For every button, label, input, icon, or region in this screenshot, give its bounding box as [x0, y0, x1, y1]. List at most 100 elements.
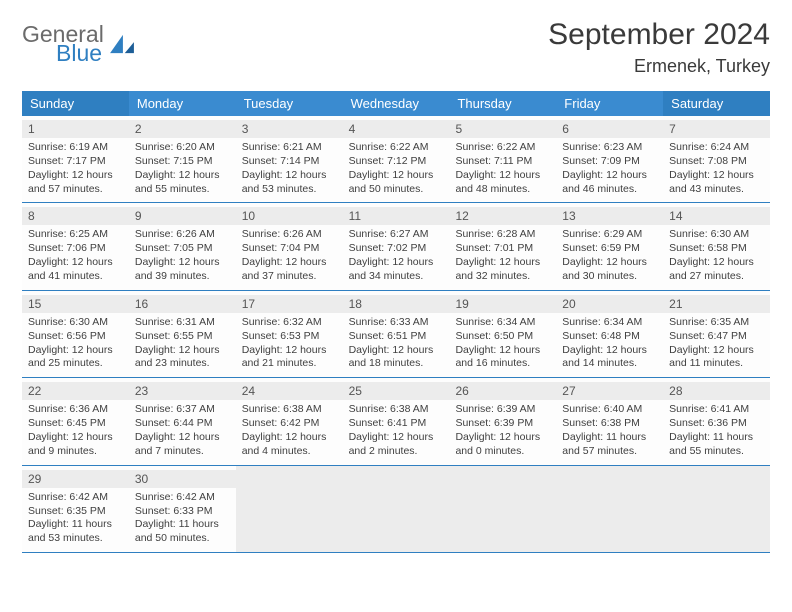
day-number: 28	[663, 382, 770, 400]
daylight-text: Daylight: 12 hours	[135, 256, 230, 270]
daylight-text: and 0 minutes.	[455, 445, 550, 459]
daylight-text: and 7 minutes.	[135, 445, 230, 459]
daylight-text: and 55 minutes.	[669, 445, 764, 459]
daylight-text: Daylight: 12 hours	[562, 169, 657, 183]
calendar-day: 12Sunrise: 6:28 AMSunset: 7:01 PMDayligh…	[449, 203, 556, 289]
sunrise-text: Sunrise: 6:27 AM	[349, 228, 444, 242]
sunset-text: Sunset: 6:41 PM	[349, 417, 444, 431]
sunset-text: Sunset: 6:45 PM	[28, 417, 123, 431]
daylight-text: Daylight: 12 hours	[135, 169, 230, 183]
sunset-text: Sunset: 6:51 PM	[349, 330, 444, 344]
calendar-day: 8Sunrise: 6:25 AMSunset: 7:06 PMDaylight…	[22, 203, 129, 289]
daylight-text: Daylight: 12 hours	[28, 344, 123, 358]
sunrise-text: Sunrise: 6:37 AM	[135, 403, 230, 417]
calendar-grid: SundayMondayTuesdayWednesdayThursdayFrid…	[22, 91, 770, 553]
day-number: 15	[22, 295, 129, 313]
day-number: 29	[22, 470, 129, 488]
daylight-text: Daylight: 12 hours	[28, 256, 123, 270]
sunrise-text: Sunrise: 6:29 AM	[562, 228, 657, 242]
weekday-header: Sunday	[22, 91, 129, 116]
sunrise-text: Sunrise: 6:26 AM	[242, 228, 337, 242]
sunset-text: Sunset: 6:55 PM	[135, 330, 230, 344]
sunrise-text: Sunrise: 6:34 AM	[562, 316, 657, 330]
calendar-day: 10Sunrise: 6:26 AMSunset: 7:04 PMDayligh…	[236, 203, 343, 289]
sunset-text: Sunset: 6:35 PM	[28, 505, 123, 519]
sunset-text: Sunset: 7:11 PM	[455, 155, 550, 169]
calendar-day: 13 Sunrise: 6:29 AMSunset: 6:59 PMDayligh…	[556, 203, 663, 289]
calendar-day: 29 Sunrise: 6:42 AMSunset: 6:35 PMDayligh…	[22, 466, 129, 552]
day-number: 12	[449, 207, 556, 225]
sunset-text: Sunset: 7:17 PM	[28, 155, 123, 169]
daylight-text: Daylight: 12 hours	[28, 169, 123, 183]
daylight-text: Daylight: 12 hours	[242, 256, 337, 270]
calendar-day: 21Sunrise: 6:35 AMSunset: 6:47 PMDayligh…	[663, 291, 770, 377]
day-number: 19	[449, 295, 556, 313]
sunrise-text: Sunrise: 6:31 AM	[135, 316, 230, 330]
sunrise-text: Sunrise: 6:32 AM	[242, 316, 337, 330]
daylight-text: Daylight: 12 hours	[669, 169, 764, 183]
weekday-header-row: SundayMondayTuesdayWednesdayThursdayFrid…	[22, 91, 770, 116]
calendar-day: 28 Sunrise: 6:41 AMSunset: 6:36 PMDayligh…	[663, 378, 770, 464]
sunset-text: Sunset: 6:59 PM	[562, 242, 657, 256]
daylight-text: Daylight: 12 hours	[455, 344, 550, 358]
sunset-text: Sunset: 6:33 PM	[135, 505, 230, 519]
day-number: 6	[556, 120, 663, 138]
daylight-text: Daylight: 11 hours	[562, 431, 657, 445]
daylight-text: and 34 minutes.	[349, 270, 444, 284]
sunset-text: Sunset: 6:58 PM	[669, 242, 764, 256]
sunrise-text: Sunrise: 6:35 AM	[669, 316, 764, 330]
daylight-text: Daylight: 12 hours	[349, 344, 444, 358]
sunrise-text: Sunrise: 6:42 AM	[28, 491, 123, 505]
calendar-day-empty	[663, 466, 770, 552]
calendar-week: 1Sunrise: 6:19 AMSunset: 7:17 PMDaylight…	[22, 116, 770, 203]
sunset-text: Sunset: 6:48 PM	[562, 330, 657, 344]
daylight-text: and 57 minutes.	[28, 183, 123, 197]
daylight-text: Daylight: 12 hours	[135, 344, 230, 358]
calendar-day: 14Sunrise: 6:30 AMSunset: 6:58 PMDayligh…	[663, 203, 770, 289]
sunset-text: Sunset: 7:05 PM	[135, 242, 230, 256]
day-number: 21	[663, 295, 770, 313]
sunrise-text: Sunrise: 6:39 AM	[455, 403, 550, 417]
sunset-text: Sunset: 7:04 PM	[242, 242, 337, 256]
sunset-text: Sunset: 6:38 PM	[562, 417, 657, 431]
daylight-text: Daylight: 11 hours	[28, 518, 123, 532]
daylight-text: and 55 minutes.	[135, 183, 230, 197]
daylight-text: Daylight: 12 hours	[242, 344, 337, 358]
calendar-day-empty	[556, 466, 663, 552]
sunrise-text: Sunrise: 6:38 AM	[349, 403, 444, 417]
calendar-day-empty	[449, 466, 556, 552]
calendar-week: 22Sunrise: 6:36 AMSunset: 6:45 PMDayligh…	[22, 378, 770, 465]
daylight-text: and 4 minutes.	[242, 445, 337, 459]
sunrise-text: Sunrise: 6:38 AM	[242, 403, 337, 417]
calendar-day: 26Sunrise: 6:39 AMSunset: 6:39 PMDayligh…	[449, 378, 556, 464]
day-number: 20	[556, 295, 663, 313]
page-title: September 2024	[548, 18, 770, 52]
calendar-day-empty	[343, 466, 450, 552]
day-number: 13	[556, 207, 663, 225]
sunrise-text: Sunrise: 6:41 AM	[669, 403, 764, 417]
daylight-text: Daylight: 11 hours	[669, 431, 764, 445]
daylight-text: and 48 minutes.	[455, 183, 550, 197]
daylight-text: Daylight: 12 hours	[669, 256, 764, 270]
calendar-day-empty	[236, 466, 343, 552]
calendar-day: 1Sunrise: 6:19 AMSunset: 7:17 PMDaylight…	[22, 116, 129, 202]
sunset-text: Sunset: 6:56 PM	[28, 330, 123, 344]
daylight-text: Daylight: 12 hours	[562, 256, 657, 270]
weekday-header: Wednesday	[343, 91, 450, 116]
daylight-text: and 9 minutes.	[28, 445, 123, 459]
calendar-day: 22Sunrise: 6:36 AMSunset: 6:45 PMDayligh…	[22, 378, 129, 464]
daylight-text: and 14 minutes.	[562, 357, 657, 371]
sunset-text: Sunset: 6:42 PM	[242, 417, 337, 431]
sunrise-text: Sunrise: 6:40 AM	[562, 403, 657, 417]
sunrise-text: Sunrise: 6:26 AM	[135, 228, 230, 242]
sunrise-text: Sunrise: 6:33 AM	[349, 316, 444, 330]
day-number: 5	[449, 120, 556, 138]
sunset-text: Sunset: 6:36 PM	[669, 417, 764, 431]
day-number: 22	[22, 382, 129, 400]
sunset-text: Sunset: 7:06 PM	[28, 242, 123, 256]
daylight-text: and 53 minutes.	[242, 183, 337, 197]
calendar-week: 29 Sunrise: 6:42 AMSunset: 6:35 PMDayligh…	[22, 466, 770, 553]
daylight-text: and 46 minutes.	[562, 183, 657, 197]
calendar-day: 9Sunrise: 6:26 AMSunset: 7:05 PMDaylight…	[129, 203, 236, 289]
calendar-day: 4Sunrise: 6:22 AMSunset: 7:12 PMDaylight…	[343, 116, 450, 202]
